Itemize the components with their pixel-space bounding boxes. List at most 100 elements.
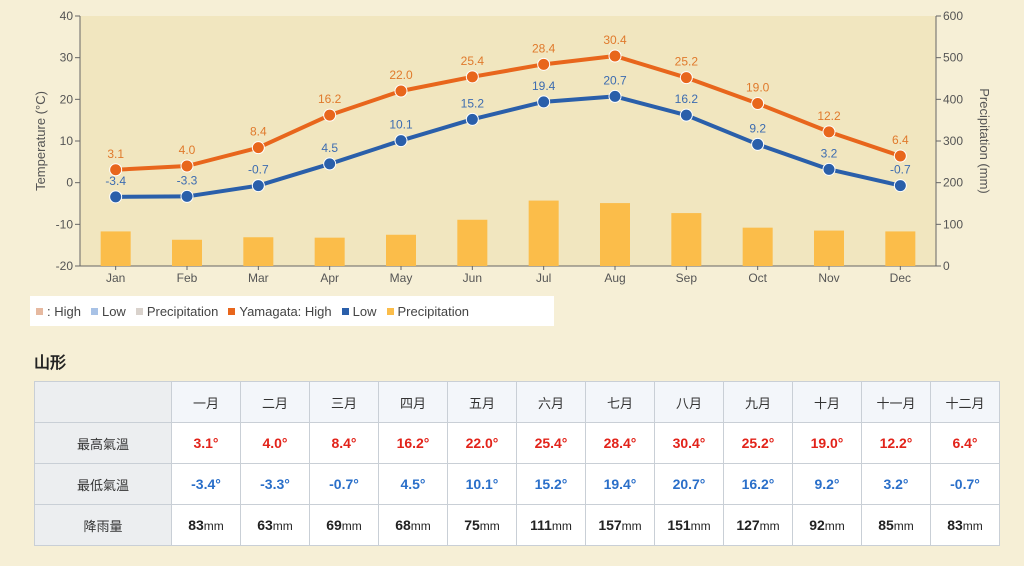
precipitation-cell: 151mm xyxy=(654,504,724,546)
legend-item-precipitation-faded[interactable]: Precipitation xyxy=(135,304,218,319)
precipitation-cell: 92mm xyxy=(792,504,862,546)
low-cell: 19.4° xyxy=(585,463,655,505)
low-cell: 20.7° xyxy=(654,463,724,505)
high-cell: 4.0° xyxy=(240,422,310,464)
y-tick-label: 20 xyxy=(60,92,74,106)
low-point xyxy=(537,95,551,109)
x-tick-label: May xyxy=(390,271,413,285)
low-cell: -0.7° xyxy=(309,463,379,505)
month-header: 九月 xyxy=(723,381,793,423)
high-data-label: 28.4 xyxy=(532,41,556,55)
precipitation-value: 157 xyxy=(598,517,622,533)
legend-label: Yamagata: High xyxy=(239,303,332,319)
legend-label: Low xyxy=(352,303,377,319)
month-header: 十一月 xyxy=(861,381,931,423)
low-point xyxy=(893,179,907,193)
high-cell: 30.4° xyxy=(654,422,724,464)
high-point xyxy=(109,163,123,177)
y-tick-label: -10 xyxy=(56,217,74,231)
precipitation-bar xyxy=(814,230,844,266)
legend-label: : High xyxy=(47,303,81,319)
low-point xyxy=(822,162,836,176)
month-header: 六月 xyxy=(516,381,586,423)
row-label-precipitation: 降雨量 xyxy=(34,504,172,546)
precipitation-bar xyxy=(172,239,202,266)
precipitation-cell: 157mm xyxy=(585,504,655,546)
precipitation-bar xyxy=(671,213,702,266)
legend-item-high[interactable]: Yamagata: High xyxy=(228,303,332,319)
precipitation-cell: 63mm xyxy=(240,504,310,546)
x-tick-label: Jun xyxy=(463,271,482,285)
legend-item-low-faded[interactable]: Low xyxy=(90,304,126,319)
x-tick-label: Feb xyxy=(177,271,198,285)
precipitation-unit: mm xyxy=(410,519,431,533)
temperature-lines xyxy=(109,49,907,204)
low-cell: 9.2° xyxy=(792,463,862,505)
precipitation-unit: mm xyxy=(341,519,362,533)
month-header: 七月 xyxy=(585,381,655,423)
precipitation-value: 63 xyxy=(257,517,273,533)
precipitation-bar xyxy=(314,237,345,266)
precipitation-unit: mm xyxy=(621,519,642,533)
legend-swatch xyxy=(36,307,43,315)
high-data-label: 3.1 xyxy=(107,147,124,161)
precipitation-bar xyxy=(600,203,630,266)
low-data-label: 16.2 xyxy=(675,92,699,106)
y-axis-title: Temperature (°C) xyxy=(33,91,48,191)
low-cell: 3.2° xyxy=(861,463,931,505)
month-header: 一月 xyxy=(171,381,241,423)
y2-tick-label: 200 xyxy=(943,176,963,190)
low-point xyxy=(679,108,693,122)
precipitation-value: 92 xyxy=(809,517,825,533)
precipitation-unit: mm xyxy=(893,519,914,533)
month-header: 十二月 xyxy=(930,381,1000,423)
precipitation-bar xyxy=(742,227,773,266)
chart-legend: : High Low Precipitation Yamagata: High … xyxy=(30,296,554,326)
low-data-label: 10.1 xyxy=(389,118,413,132)
y2-tick-label: 400 xyxy=(943,92,963,106)
legend-item-high-faded[interactable]: : High xyxy=(36,304,81,319)
legend-item-precipitation[interactable]: Precipitation xyxy=(386,303,470,319)
precipitation-value: 127 xyxy=(736,517,760,533)
y2-axis-title: Precipitation (mm) xyxy=(977,88,992,193)
precipitation-cell: 75mm xyxy=(447,504,517,546)
high-point xyxy=(822,125,836,139)
high-cell: 25.2° xyxy=(723,422,793,464)
precipitation-bar xyxy=(243,237,274,266)
low-data-label: 20.7 xyxy=(603,73,627,87)
precipitation-bar xyxy=(100,231,131,266)
month-header: 四月 xyxy=(378,381,448,423)
low-cell: 16.2° xyxy=(723,463,793,505)
table-header-row: 一月 二月 三月 四月 五月 六月 七月 八月 九月 十月 十一月 十二月 xyxy=(34,381,1000,423)
precipitation-cell: 85mm xyxy=(861,504,931,546)
high-cell: 16.2° xyxy=(378,422,448,464)
precipitation-unit: mm xyxy=(479,519,500,533)
x-tick-label: Dec xyxy=(890,271,911,285)
y-tick-label: -20 xyxy=(56,259,74,273)
legend-label: Precipitation xyxy=(397,303,470,319)
low-cell: -0.7° xyxy=(930,463,1000,505)
low-cell: 15.2° xyxy=(516,463,586,505)
high-point xyxy=(893,149,907,163)
y2-tick-label: 300 xyxy=(943,134,963,148)
low-data-label: 3.2 xyxy=(821,146,838,160)
low-data-label: -3.3 xyxy=(177,173,198,187)
row-label-high: 最高氣溫 xyxy=(34,422,172,464)
precipitation-unit: mm xyxy=(824,519,845,533)
x-tick-label: Jul xyxy=(536,271,551,285)
high-data-label: 12.2 xyxy=(817,109,841,123)
plot-area xyxy=(80,16,936,266)
legend-swatch xyxy=(135,307,143,315)
precipitation-unit: mm xyxy=(272,519,293,533)
high-point xyxy=(180,159,194,173)
precipitation-cell: 83mm xyxy=(171,504,241,546)
precipitation-unit: mm xyxy=(690,519,711,533)
x-tick-label: Jan xyxy=(106,271,125,285)
precipitation-bar xyxy=(885,231,916,266)
legend-item-low[interactable]: Low xyxy=(341,303,377,319)
precipitation-unit: mm xyxy=(203,519,224,533)
y2-tick-label: 500 xyxy=(943,51,963,65)
low-data-label: 15.2 xyxy=(461,96,485,110)
